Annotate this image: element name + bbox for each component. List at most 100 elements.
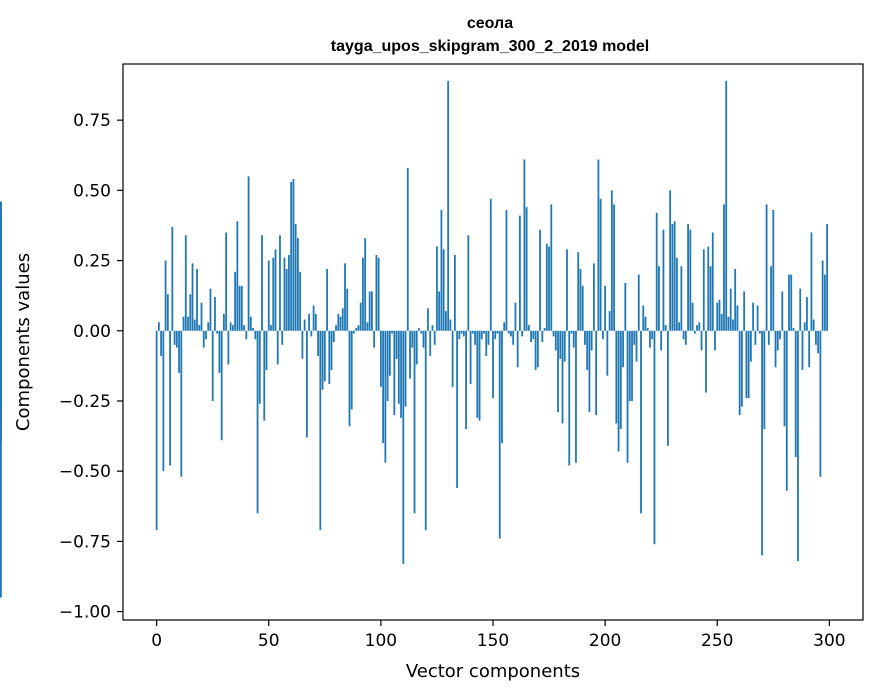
bar bbox=[400, 330, 402, 418]
bar bbox=[236, 221, 239, 331]
bar bbox=[702, 249, 705, 331]
bar bbox=[752, 302, 755, 331]
bar bbox=[357, 325, 360, 331]
x-tick-label: 300 bbox=[813, 631, 845, 651]
bar bbox=[402, 330, 405, 564]
y-tick-label: 0.50 bbox=[73, 181, 111, 201]
bar bbox=[243, 325, 245, 331]
x-tick-label: 250 bbox=[701, 631, 733, 651]
bar bbox=[725, 80, 728, 331]
x-tick-label: 150 bbox=[477, 631, 509, 651]
bar bbox=[608, 311, 611, 331]
bar bbox=[438, 291, 441, 331]
bar bbox=[393, 330, 396, 416]
bar bbox=[207, 322, 210, 331]
bar bbox=[554, 330, 557, 351]
bar bbox=[406, 167, 409, 331]
bar bbox=[202, 330, 205, 348]
bar bbox=[245, 330, 248, 340]
bar bbox=[344, 263, 346, 331]
bar bbox=[386, 330, 389, 401]
bar bbox=[579, 268, 582, 331]
bar bbox=[642, 305, 645, 331]
y-axis-label: Components values bbox=[13, 253, 34, 431]
bar bbox=[326, 268, 328, 331]
bar bbox=[727, 316, 730, 331]
bar bbox=[178, 330, 180, 373]
bar bbox=[532, 330, 535, 340]
x-axis-label: Vector components bbox=[406, 661, 580, 682]
bar bbox=[599, 198, 602, 331]
bar bbox=[157, 322, 160, 331]
bar bbox=[451, 330, 454, 387]
bar bbox=[164, 260, 167, 331]
bar bbox=[489, 198, 492, 331]
bar bbox=[812, 319, 815, 331]
bar bbox=[543, 327, 546, 331]
bar bbox=[359, 302, 362, 331]
bar bbox=[279, 235, 281, 331]
bar bbox=[550, 204, 553, 331]
bar bbox=[290, 181, 293, 331]
bar bbox=[274, 249, 277, 331]
bar bbox=[249, 316, 252, 331]
bar bbox=[312, 305, 315, 331]
bar bbox=[187, 316, 189, 331]
bar bbox=[348, 330, 351, 427]
bar bbox=[788, 274, 790, 331]
bar bbox=[458, 330, 461, 340]
bar bbox=[774, 330, 777, 368]
bar bbox=[723, 204, 725, 331]
bar bbox=[541, 330, 544, 342]
bar bbox=[465, 330, 467, 430]
x-axis: 0 50 100 150 200 250 300 bbox=[151, 620, 846, 651]
bar bbox=[559, 330, 562, 359]
bar bbox=[427, 308, 429, 331]
bar bbox=[646, 327, 649, 331]
bar bbox=[375, 254, 378, 331]
bar bbox=[577, 252, 580, 331]
y-tick-label: 0.75 bbox=[73, 111, 111, 131]
bar bbox=[276, 330, 279, 365]
bar bbox=[231, 325, 234, 331]
bar bbox=[680, 266, 683, 331]
bar bbox=[227, 330, 230, 365]
bar bbox=[0, 285, 2, 331]
bar bbox=[615, 330, 618, 424]
bar bbox=[687, 224, 689, 331]
bar bbox=[261, 235, 263, 331]
bar bbox=[581, 285, 584, 331]
bar bbox=[384, 330, 387, 463]
bar bbox=[711, 232, 714, 331]
bar bbox=[539, 229, 541, 331]
bar bbox=[323, 330, 326, 382]
bar bbox=[415, 330, 418, 365]
bar bbox=[767, 330, 770, 345]
bar bbox=[819, 330, 822, 477]
bar bbox=[467, 235, 470, 331]
bar bbox=[0, 215, 2, 331]
bar bbox=[391, 330, 393, 334]
bar bbox=[162, 330, 165, 472]
x-tick-label: 200 bbox=[589, 631, 621, 651]
bar bbox=[460, 330, 463, 334]
bar bbox=[729, 288, 732, 331]
bar bbox=[478, 330, 481, 421]
bar bbox=[584, 330, 586, 345]
bar bbox=[772, 210, 775, 331]
bar bbox=[649, 330, 651, 348]
bar bbox=[317, 330, 319, 357]
bars-group bbox=[0, 80, 829, 598]
bar bbox=[678, 322, 681, 331]
bar bbox=[474, 330, 476, 345]
bar bbox=[675, 257, 678, 331]
bar bbox=[714, 330, 716, 351]
bar bbox=[817, 330, 820, 354]
bar bbox=[247, 176, 250, 331]
bar bbox=[718, 299, 721, 331]
bar bbox=[225, 232, 228, 331]
bar bbox=[765, 204, 768, 331]
bar bbox=[382, 330, 385, 444]
bar bbox=[626, 330, 629, 463]
bar bbox=[610, 190, 613, 331]
